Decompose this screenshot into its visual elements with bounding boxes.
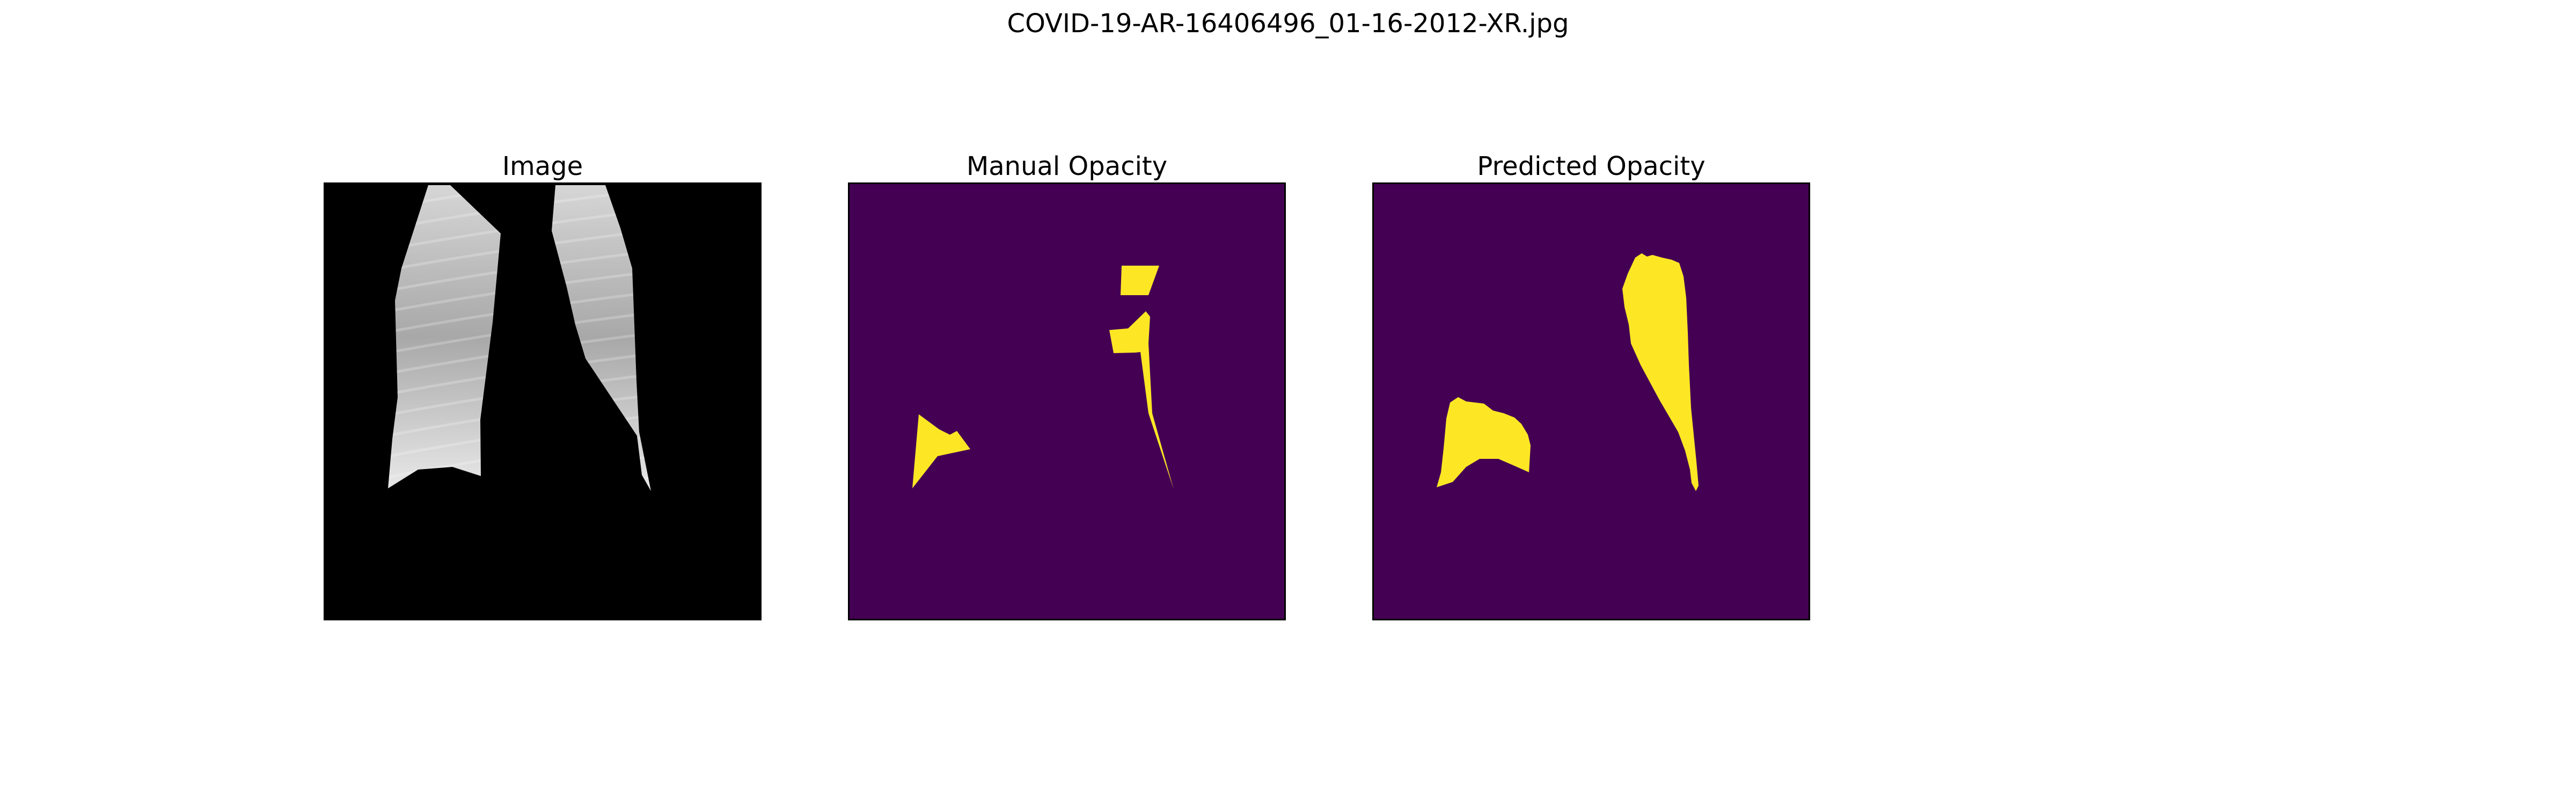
manual-opacity-panel: Manual Opacity [848,150,1286,620]
predicted-mask-frame [1372,182,1810,620]
manual-opacity-region-right [1109,311,1174,489]
image-background [324,182,762,620]
manual-opacity-region-upper [1121,266,1159,295]
image-panel: Image [324,150,762,620]
figure-title: COVID-19-AR-16406496_01-16-2012-XR.jpg [1007,9,1569,39]
predicted-opacity-title: Predicted Opacity [1477,151,1706,181]
lung-xray-image [324,182,762,620]
manual-mask-frame [848,182,1286,620]
image-panel-title: Image [502,151,583,181]
manual-opacity-title: Manual Opacity [966,151,1168,181]
mask-background [1372,182,1810,620]
predicted-opacity-panel: Predicted Opacity [1372,150,1810,620]
manual-opacity-region-left [912,414,970,488]
image-frame [324,182,762,620]
predicted-opacity-region-right [1622,253,1699,491]
mask-background [848,182,1286,620]
manual-opacity-mask [848,182,1286,620]
predicted-opacity-mask [1372,182,1810,620]
predicted-opacity-region-left [1437,397,1531,487]
